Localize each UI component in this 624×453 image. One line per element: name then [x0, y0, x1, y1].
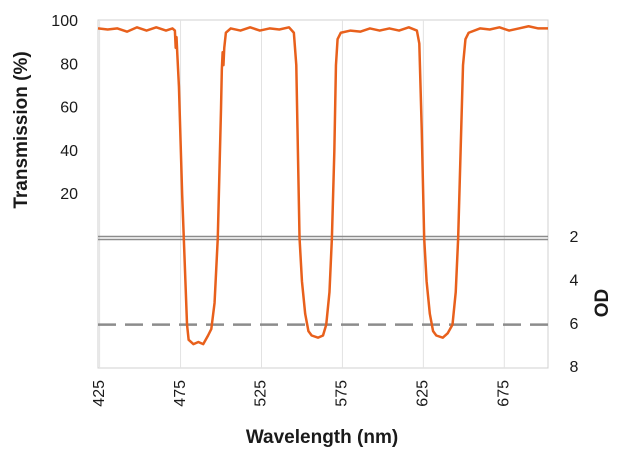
y-tick-label: 80 [60, 56, 78, 73]
plot-frame [97, 19, 549, 369]
x-tick-label: 575 [334, 380, 351, 407]
y2-axis-title: OD [592, 289, 613, 318]
y-tick-label: 60 [60, 100, 78, 117]
y2-tick-label: 2 [570, 229, 579, 246]
y2-tick-label: 8 [570, 359, 579, 376]
x-axis-title: Wavelength (nm) [246, 427, 398, 448]
x-tick-label: 475 [172, 380, 189, 407]
x-tick-label: 425 [91, 380, 108, 407]
y2-tick-label: 6 [570, 316, 579, 333]
y2-tick-label: 4 [570, 273, 579, 290]
y-axis-title: Transmission (%) [11, 51, 32, 208]
x-tick-label: 525 [253, 380, 270, 407]
y-tick-label: 20 [60, 186, 78, 203]
y-tick-label: 40 [60, 143, 78, 160]
x-tick-label: 625 [415, 380, 432, 407]
data-line [182, 237, 460, 346]
y-tick-label: 100 [51, 13, 78, 30]
data-line [97, 25, 548, 239]
x-tick-label: 675 [496, 380, 513, 407]
